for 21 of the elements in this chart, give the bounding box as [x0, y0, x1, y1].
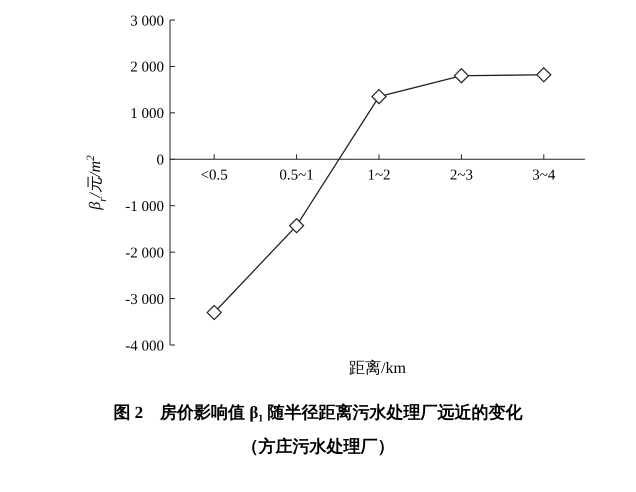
y-tick-label: -3 000	[125, 292, 164, 308]
x-tick-label: 3~4	[532, 167, 556, 184]
y-tick-label: -4 000	[125, 338, 164, 354]
text: 图 2 房价影响值 β₁ 随半径距离污水处理厂远近的变化	[113, 403, 524, 422]
point	[289, 218, 304, 234]
point	[536, 67, 552, 82]
x-axis-title: 距离/km	[349, 359, 406, 377]
text: （方庄污水处理厂）	[242, 437, 394, 456]
x-tick-label: 2~3	[450, 167, 473, 184]
y-tick-label: 1 000	[130, 106, 164, 122]
y-tick-label: 3 000	[130, 13, 164, 30]
x-tick-label: 0.5~1	[279, 167, 314, 184]
point	[206, 304, 222, 320]
x-tick-label: 1~2	[367, 167, 391, 184]
point	[371, 89, 387, 104]
y-tick-label: -2 000	[125, 245, 164, 262]
x-tick-label: <0.5	[200, 167, 228, 184]
point	[454, 68, 469, 84]
y-tick-label: -1 000	[125, 198, 164, 215]
y-tick-label: 2 000	[130, 60, 164, 76]
y-tick-label: 0	[156, 152, 164, 169]
